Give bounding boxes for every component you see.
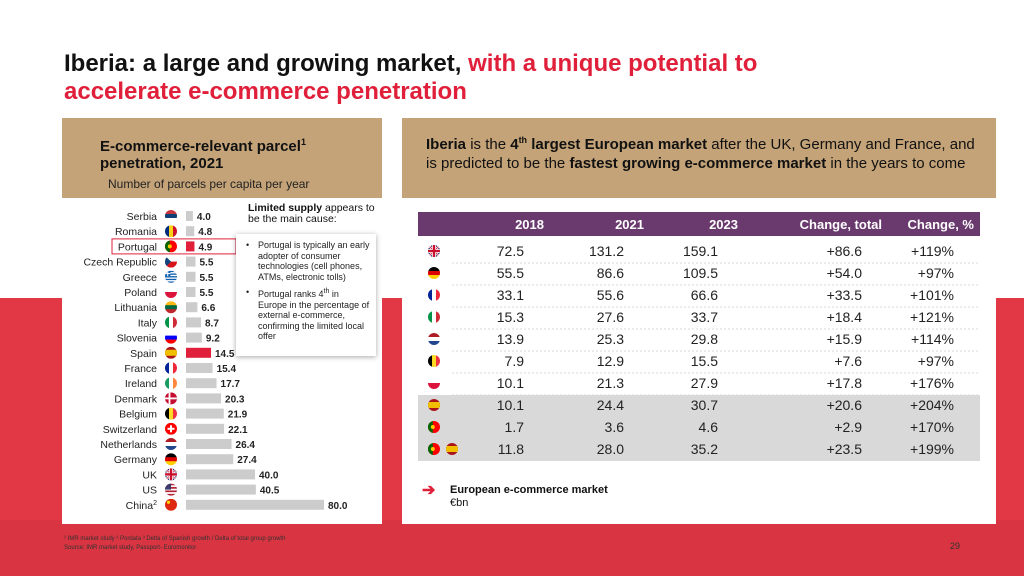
left-panel-title: E-commerce-relevant parcel1 penetration,… xyxy=(100,134,360,172)
headline-b: is the xyxy=(466,136,511,153)
left-panel-subtitle: Number of parcels per capita per year xyxy=(108,177,310,191)
table-legend: European e-commerce market €bn xyxy=(450,484,608,510)
page-number: 29 xyxy=(950,541,961,551)
headline-sup: th xyxy=(518,135,528,145)
headline-f: fastest growing e-commerce market xyxy=(569,155,827,172)
callout-title-bold: Limited supply xyxy=(248,202,323,214)
headline-a: Iberia xyxy=(426,136,467,153)
callout-bullet-1: Portugal is typically an early adopter o… xyxy=(244,240,370,282)
callout-bullet-2-b: in Europe in the percentage of external … xyxy=(258,289,370,341)
market-panel: Iberia is the 4th largest European marke… xyxy=(402,118,996,524)
arrow-right-icon: ➔ xyxy=(422,482,436,499)
callout-bullet-2: Portugal ranks 4th in Europe in the perc… xyxy=(244,287,370,342)
col-header-change-pct: Change, % xyxy=(907,217,974,232)
background-band-shadow xyxy=(0,520,1024,576)
callout-bullet-2-a: Portugal ranks 4 xyxy=(258,289,324,299)
headline-c: 4 xyxy=(510,136,519,153)
title-red-part: with a unique potential to accelerate e-… xyxy=(64,50,758,105)
title-black-part: Iberia: a large and growing market, xyxy=(64,50,462,77)
left-title-sup: 1 xyxy=(300,137,306,147)
col-header-2021: 2021 xyxy=(615,217,644,232)
left-panel-header: E-commerce-relevant parcel1 penetration,… xyxy=(62,118,382,198)
legend-title: European e-commerce market xyxy=(450,484,608,496)
left-title-line2: penetration, 2021 xyxy=(100,155,224,172)
headline-e: after the UK, Germany and France, and is… xyxy=(426,136,975,172)
callout-title-rest: appears to be the main cause: xyxy=(248,202,375,225)
right-panel-header: Iberia is the 4th largest European marke… xyxy=(402,118,996,198)
table-header: 2018 2021 2023 Change, total Change, % xyxy=(418,212,980,236)
callout-box: Portugal is typically an early adopter o… xyxy=(236,234,376,356)
right-panel-headline: Iberia is the 4th largest European marke… xyxy=(426,131,986,173)
slide-title: Iberia: a large and growing market, with… xyxy=(64,50,764,106)
col-header-2023: 2023 xyxy=(709,217,738,232)
col-header-change-total: Change, total xyxy=(799,217,882,232)
callout-bullet-2-sup: th xyxy=(323,288,330,295)
legend-unit: €bn xyxy=(450,497,469,509)
left-title-text: E-commerce-relevant parcel xyxy=(100,138,301,155)
source-note: Source: IMR market study, Passport- Euro… xyxy=(64,545,197,551)
callout-title: Limited supply appears to be the main ca… xyxy=(248,203,382,225)
col-header-2018: 2018 xyxy=(515,217,544,232)
headline-g: in the years to come xyxy=(826,155,966,172)
headline-d: largest European market xyxy=(527,136,708,153)
footnotes: ¹ IMR market study ² Pordata ³ Delta of … xyxy=(64,536,286,542)
